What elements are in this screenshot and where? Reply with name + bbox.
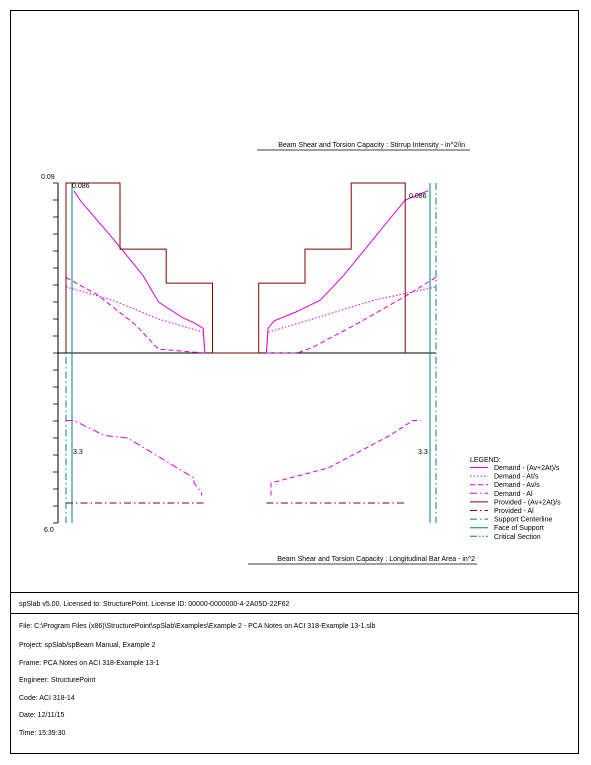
info-time: Time: 15:39:30 — [19, 730, 66, 737]
top-title: Beam Shear and Torsion Capacity : Stirru… — [278, 142, 465, 149]
series-layer — [65, 182, 437, 504]
legend-label-support-centerline: Support Centerline — [494, 517, 552, 524]
info-date: Date: 12/11/15 — [19, 712, 65, 719]
legend-label-demand-al: Demand - Al — [494, 491, 533, 498]
series-demand-al-left — [66, 420, 203, 496]
series-demand-av-s-0 — [65, 276, 205, 354]
info-code: Code: ACI 318-14 — [19, 695, 75, 702]
legend-label-critical-section: Critical Section — [494, 534, 541, 541]
legend-label-face-of-support: Face of Support — [494, 525, 544, 532]
info-file: File: C:\Program Files (x86)\StructurePo… — [19, 623, 376, 630]
info-engineer: Engineer: StructurePoint — [19, 677, 96, 684]
series-demand-at-s-1 — [265, 286, 437, 354]
legend-label-provided-al: Provided - Al — [494, 508, 534, 515]
annotation-top-right: 0.086 — [409, 193, 427, 200]
info-project: Project: spSlab/spBeam Manual, Example 2 — [19, 642, 156, 649]
annotation-top-left: 0.086 — [72, 183, 90, 190]
series-demand-av-2at-s-1 — [265, 190, 429, 354]
info-frame: Frame: PCA Notes on ACI 318-Example 13-1 — [19, 660, 160, 667]
series-demand-av-s-1 — [266, 276, 437, 354]
series-demand-al-right — [270, 420, 421, 496]
chart-canvas: Beam Shear and Torsion Capacity : Stirru… — [41, 142, 561, 565]
license-text: spSlab v5.00. Licensed to: StructurePoin… — [19, 601, 290, 608]
annotation-bottom-right: 3.3 — [418, 449, 428, 456]
legend-label-demand-av-2at-s: Demand - (Av+2At)/s — [494, 465, 560, 472]
legend-label-provided-av-2at-s: Provided - (Av+2At)/s — [494, 499, 561, 506]
page-frame — [10, 10, 579, 754]
series-demand-av-2at-s-0 — [73, 190, 206, 354]
series-provided-av-2at-s-0 — [65, 182, 406, 354]
divider-top — [10, 592, 579, 593]
top-axis-max-label: 0.09 — [41, 174, 55, 181]
bottom-axis-max-label: 6.0 — [44, 527, 54, 534]
series-demand-at-s-0 — [65, 286, 206, 354]
bottom-title: Beam Shear and Torsion Capacity : Longit… — [277, 556, 475, 563]
legend-title: LEGEND: — [470, 457, 501, 464]
annotation-bottom-left: 3.3 — [73, 449, 83, 456]
legend-label-demand-av-s: Demand - Av/s — [494, 482, 540, 489]
legend-label-demand-at-s: Demand - At/s — [494, 474, 539, 481]
divider-bottom — [10, 613, 579, 614]
